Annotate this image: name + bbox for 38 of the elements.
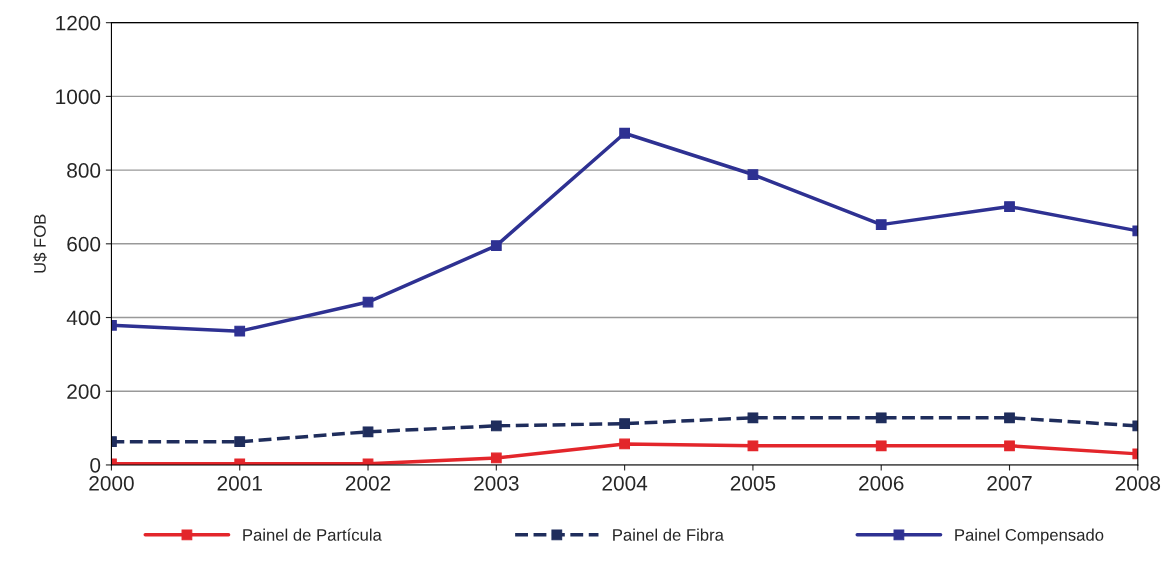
point (490, 452, 502, 464)
point (1004, 201, 1015, 212)
legend-label: Painel Compensado (955, 528, 1104, 545)
point (1004, 412, 1015, 424)
point (490, 240, 502, 252)
x-tick-label: 2007 (987, 475, 1032, 491)
y-tick-label: 1000 (56, 89, 101, 105)
point (747, 169, 759, 180)
point (362, 426, 374, 438)
point (234, 436, 246, 448)
point (619, 438, 630, 450)
point (619, 418, 630, 430)
x-tick-label: 2003 (474, 475, 519, 491)
x-tick-label: 2000 (89, 475, 134, 491)
y-tick-label: 1200 (56, 15, 101, 31)
x-tick-label: 2006 (859, 475, 904, 491)
x-tick-label: 2005 (730, 475, 776, 491)
point (1004, 440, 1015, 452)
y-tick-label: 800 (67, 163, 101, 178)
x-tick-label: 2002 (345, 475, 391, 491)
point (875, 412, 887, 424)
point (619, 127, 630, 139)
y-axis-title: U$ FOB (33, 214, 47, 273)
y-tick-label: 600 (67, 236, 101, 252)
y-tick-label: 0 (90, 457, 101, 473)
point (747, 412, 759, 424)
point (234, 325, 246, 337)
legend-label: Painel de Fibra (613, 528, 724, 541)
y-tick-label: 400 (66, 310, 101, 326)
y-tick-label: 200 (67, 384, 101, 399)
x-tick-label: 2001 (217, 475, 262, 491)
point (875, 219, 887, 231)
point (875, 440, 887, 452)
x-tick-label: 2004 (602, 475, 648, 491)
legend-label: Painel de Partícula (243, 528, 382, 541)
point (490, 420, 502, 432)
x-tick-label: 2008 (1115, 475, 1161, 491)
point (747, 440, 759, 452)
